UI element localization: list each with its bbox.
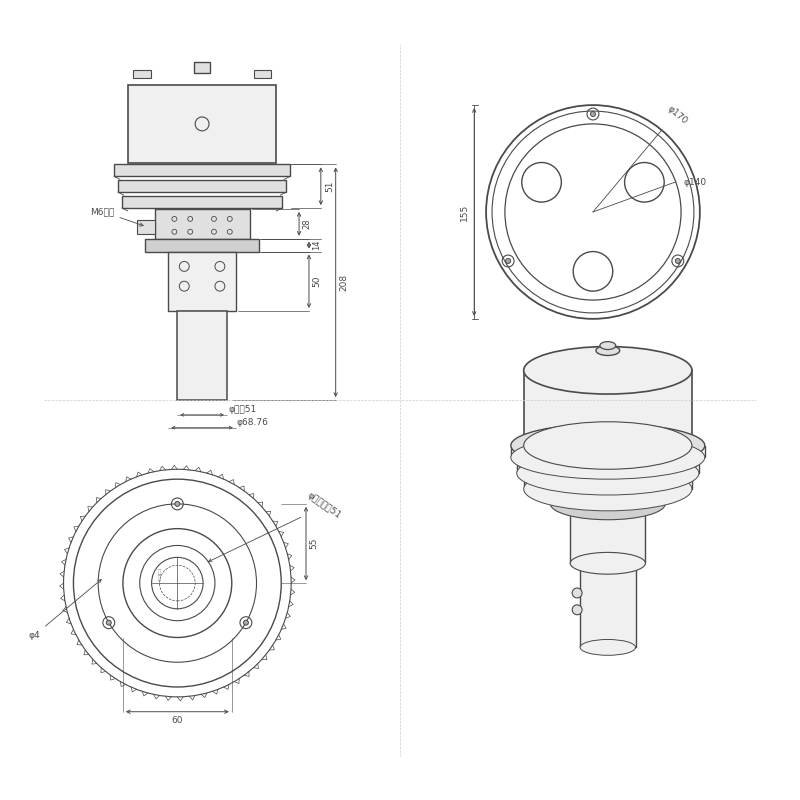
Bar — [580, 563, 635, 647]
Text: 208: 208 — [340, 274, 349, 291]
Text: 28: 28 — [302, 218, 311, 229]
Text: φ170: φ170 — [666, 104, 690, 126]
Ellipse shape — [596, 346, 620, 355]
Text: φ68.76: φ68.76 — [237, 418, 269, 426]
Bar — [118, 180, 286, 192]
Bar — [178, 311, 227, 400]
Ellipse shape — [550, 474, 666, 505]
Bar — [145, 238, 259, 251]
Ellipse shape — [524, 467, 692, 511]
Text: φ安装内孔51: φ安装内孔51 — [208, 491, 343, 562]
Bar — [154, 209, 250, 238]
Bar — [194, 62, 210, 74]
Text: 51: 51 — [325, 181, 334, 192]
Text: M6螺丝: M6螺丝 — [90, 207, 143, 226]
Ellipse shape — [517, 451, 699, 495]
Bar — [596, 350, 620, 370]
Text: φ内径51: φ内径51 — [229, 405, 257, 414]
Ellipse shape — [524, 422, 692, 470]
Bar — [570, 504, 646, 563]
Ellipse shape — [517, 439, 699, 483]
Ellipse shape — [511, 436, 705, 479]
Text: 60: 60 — [171, 716, 183, 725]
Ellipse shape — [566, 491, 574, 496]
Text: φ4: φ4 — [29, 579, 102, 639]
Text: φ140: φ140 — [684, 178, 706, 187]
Bar — [169, 251, 236, 311]
Circle shape — [572, 605, 582, 614]
Bar — [137, 220, 154, 234]
Bar — [133, 70, 150, 78]
Text: 14: 14 — [312, 240, 321, 250]
Ellipse shape — [570, 552, 646, 574]
Circle shape — [243, 620, 248, 625]
Text: 155: 155 — [460, 203, 470, 221]
Circle shape — [106, 620, 111, 625]
Circle shape — [675, 258, 680, 263]
Circle shape — [590, 111, 595, 117]
Ellipse shape — [580, 555, 635, 571]
Circle shape — [175, 502, 180, 506]
Ellipse shape — [600, 342, 616, 350]
Ellipse shape — [511, 424, 705, 467]
Circle shape — [572, 588, 582, 598]
Ellipse shape — [524, 346, 692, 394]
Text: 50: 50 — [312, 275, 321, 287]
Ellipse shape — [524, 455, 692, 499]
Ellipse shape — [641, 491, 649, 496]
Text: 安
装: 安 装 — [158, 569, 161, 582]
Bar — [122, 196, 282, 208]
Bar — [254, 70, 271, 78]
Ellipse shape — [580, 639, 635, 655]
Bar — [550, 489, 666, 504]
Ellipse shape — [570, 493, 646, 514]
Bar — [524, 370, 692, 446]
Circle shape — [506, 258, 510, 263]
Bar — [114, 165, 290, 176]
Bar — [128, 86, 276, 162]
Ellipse shape — [550, 488, 666, 520]
Text: 55: 55 — [309, 538, 318, 550]
